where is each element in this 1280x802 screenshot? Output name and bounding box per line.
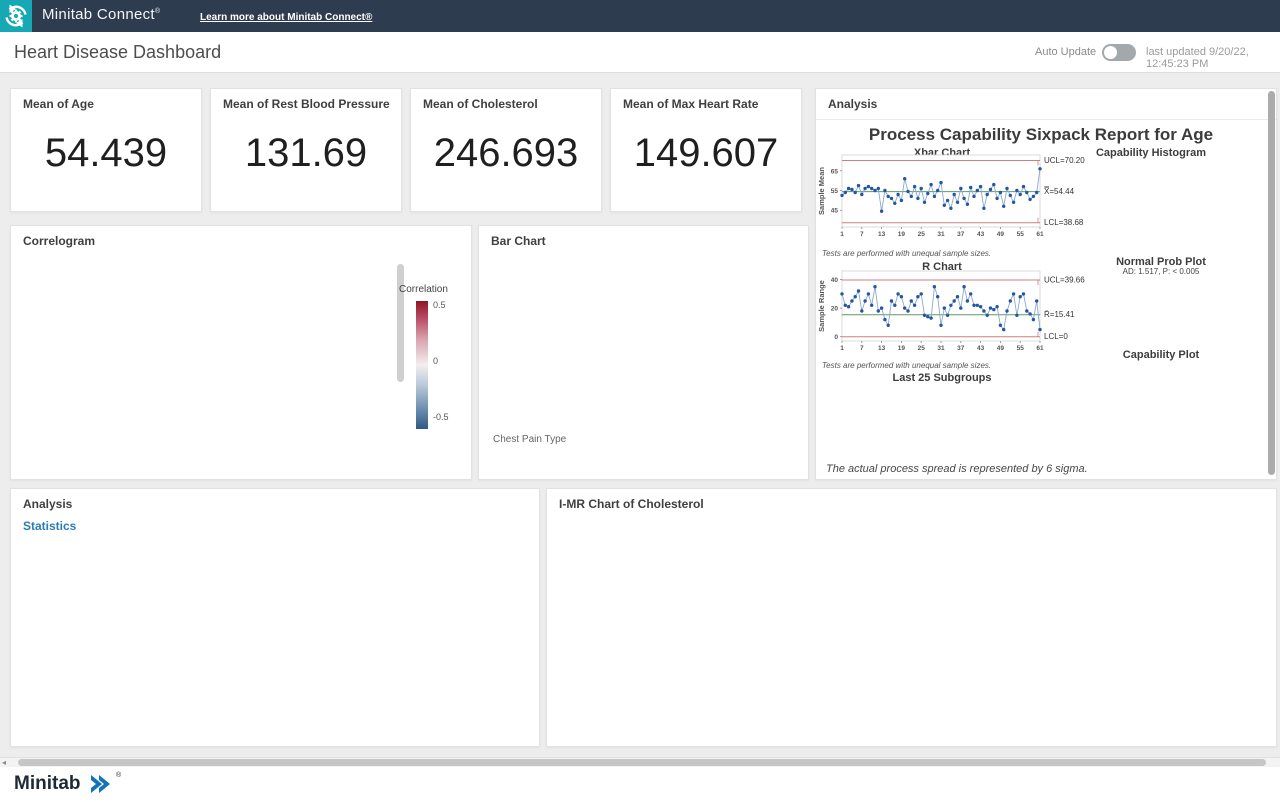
- sixpack-footer-note: The actual process spread is represented…: [826, 463, 1088, 475]
- r-chart[interactable]: 0 20 40 1 7 13 19 25 31 37 43 49 55 61 UCL=39.66 R̄=15.…: [816, 269, 1106, 368]
- colorbar: [416, 301, 428, 429]
- svg-text:13: 13: [878, 345, 886, 352]
- capability-plot[interactable]: [1084, 89, 1266, 479]
- panel-title: Analysis: [828, 97, 877, 111]
- svg-text:LCL=0: LCL=0: [1044, 332, 1068, 341]
- kpi-value: 246.693: [411, 131, 601, 176]
- svg-text:UCL=39.66: UCL=39.66: [1044, 276, 1085, 285]
- page-header: Heart Disease Dashboard Auto Update last…: [0, 32, 1280, 73]
- kpi-card-mean-max-heart-rate: Mean of Max Heart Rate 149.607: [610, 88, 802, 212]
- svg-text:37: 37: [957, 345, 965, 352]
- footer-registered-mark: ®: [116, 772, 121, 779]
- svg-text:37: 37: [957, 231, 965, 238]
- brand-name: Minitab Connect®: [42, 6, 160, 23]
- panel-bar-chart: Bar Chart Chest Pain Type: [478, 225, 809, 480]
- panel-sixpack-analysis: Analysis Process Capability Sixpack Repo…: [815, 88, 1277, 480]
- svg-text:19: 19: [898, 231, 906, 238]
- minitab-connect-logo-icon[interactable]: [0, 0, 32, 32]
- minitab-chevron-logo-icon: [90, 775, 114, 793]
- last-updated-text: last updated 9/20/22, 12:45:23 PM: [1146, 46, 1280, 70]
- kpi-card-mean-age: Mean of Age 54.439: [10, 88, 202, 212]
- toggle-knob: [1104, 46, 1117, 59]
- svg-text:43: 43: [977, 345, 985, 352]
- svg-text:49: 49: [997, 231, 1005, 238]
- kpi-card-mean-rest-blood-pressure: Mean of Rest Blood Pressure 131.69: [210, 88, 402, 212]
- kpi-label: Mean of Age: [23, 97, 94, 111]
- svg-text:40: 40: [831, 277, 839, 284]
- colorbar-tick: -0.5: [433, 412, 449, 422]
- svg-text:25: 25: [918, 231, 926, 238]
- scrollbar-thumb[interactable]: [18, 759, 1266, 766]
- dashboard-page: Minitab Connect® Learn more about Minita…: [0, 0, 1280, 802]
- svg-text:7: 7: [860, 231, 864, 238]
- svg-text:61: 61: [1036, 345, 1044, 352]
- bar-legend-title: Chest Pain Type: [493, 434, 566, 445]
- auto-update-label: Auto Update: [1035, 46, 1096, 58]
- svg-text:61: 61: [1036, 231, 1044, 238]
- svg-text:19: 19: [898, 345, 906, 352]
- svg-text:7: 7: [860, 345, 864, 352]
- svg-text:20: 20: [831, 306, 839, 313]
- svg-text:25: 25: [918, 345, 926, 352]
- svg-text:45: 45: [831, 208, 839, 215]
- panel-correlogram: Correlogram Correlation 0.5 0 -0.5: [10, 225, 472, 480]
- panel-vertical-scrollbar[interactable]: [1268, 91, 1275, 475]
- svg-text:1: 1: [840, 231, 844, 238]
- svg-text:31: 31: [937, 231, 945, 238]
- svg-text:31: 31: [937, 345, 945, 352]
- last25-title: Last 25 Subgroups: [842, 372, 1042, 384]
- footer-brand: Minitab: [14, 773, 81, 795]
- kpi-value: 54.439: [11, 131, 201, 176]
- page-title: Heart Disease Dashboard: [14, 42, 221, 63]
- panel-imr-chart: I-MR Chart of Cholesterol: [546, 488, 1277, 747]
- kpi-label: Mean of Cholesterol: [423, 97, 538, 111]
- scroll-left-arrow-icon[interactable]: ◂: [2, 758, 6, 767]
- panel-title: I-MR Chart of Cholesterol: [559, 497, 704, 511]
- panel-title: Analysis: [23, 497, 72, 511]
- svg-text:13: 13: [878, 231, 886, 238]
- svg-text:65: 65: [831, 168, 839, 175]
- colorbar-tick: 0.5: [433, 300, 446, 310]
- xbar-chart-svg[interactable]: 45556517131925313743495561UCL=70.20X̿=54…: [816, 153, 1106, 249]
- svg-text:1: 1: [840, 345, 844, 352]
- learn-more-link[interactable]: Learn more about Minitab Connect®: [200, 12, 372, 23]
- colorbar-tick: 0: [433, 356, 438, 366]
- kpi-card-mean-cholesterol: Mean of Cholesterol 246.693: [410, 88, 602, 212]
- svg-text:LCL=38.68: LCL=38.68: [1044, 218, 1084, 227]
- top-navigation-bar: Minitab Connect® Learn more about Minita…: [0, 0, 1280, 32]
- svg-text:43: 43: [977, 231, 985, 238]
- page-footer: Minitab ®: [0, 767, 1280, 802]
- xbar-note: Tests are performed with unequal sample …: [822, 249, 991, 258]
- kpi-label: Mean of Max Heart Rate: [623, 97, 758, 111]
- kpi-label: Mean of Rest Blood Pressure: [223, 97, 390, 111]
- svg-text:55: 55: [1017, 345, 1025, 352]
- r-chart-svg[interactable]: 0 20 40 1 7 13 19 25 31 37 43 49 55 61 UCL=39.66 R̄=15.…: [816, 269, 1106, 363]
- svg-text:R̄=15.41: R̄=15.41: [1044, 310, 1075, 319]
- svg-text:X̿=54.44: X̿=54.44: [1044, 187, 1075, 196]
- panel-statistics: Analysis Statistics: [10, 488, 540, 747]
- kpi-value: 131.69: [211, 131, 401, 176]
- svg-text:49: 49: [997, 345, 1005, 352]
- panel-title: Bar Chart: [491, 234, 546, 248]
- svg-text:55: 55: [1017, 231, 1025, 238]
- kpi-value: 149.607: [611, 131, 801, 176]
- svg-text:Sample Range: Sample Range: [817, 280, 826, 332]
- r-chart-note: Tests are performed with unequal sample …: [822, 361, 991, 370]
- xbar-chart[interactable]: 45556517131925313743495561UCL=70.20X̿=54…: [816, 153, 1106, 254]
- svg-text:0: 0: [834, 334, 838, 341]
- svg-text:55: 55: [831, 188, 839, 195]
- registered-mark: ®: [155, 8, 160, 15]
- svg-text:Sample Mean: Sample Mean: [817, 167, 826, 215]
- correlogram-scrollbar[interactable]: [397, 264, 404, 382]
- statistics-subtitle: Statistics: [23, 519, 76, 533]
- colorbar-title: Correlation: [399, 284, 469, 295]
- auto-update-toggle[interactable]: [1102, 44, 1136, 61]
